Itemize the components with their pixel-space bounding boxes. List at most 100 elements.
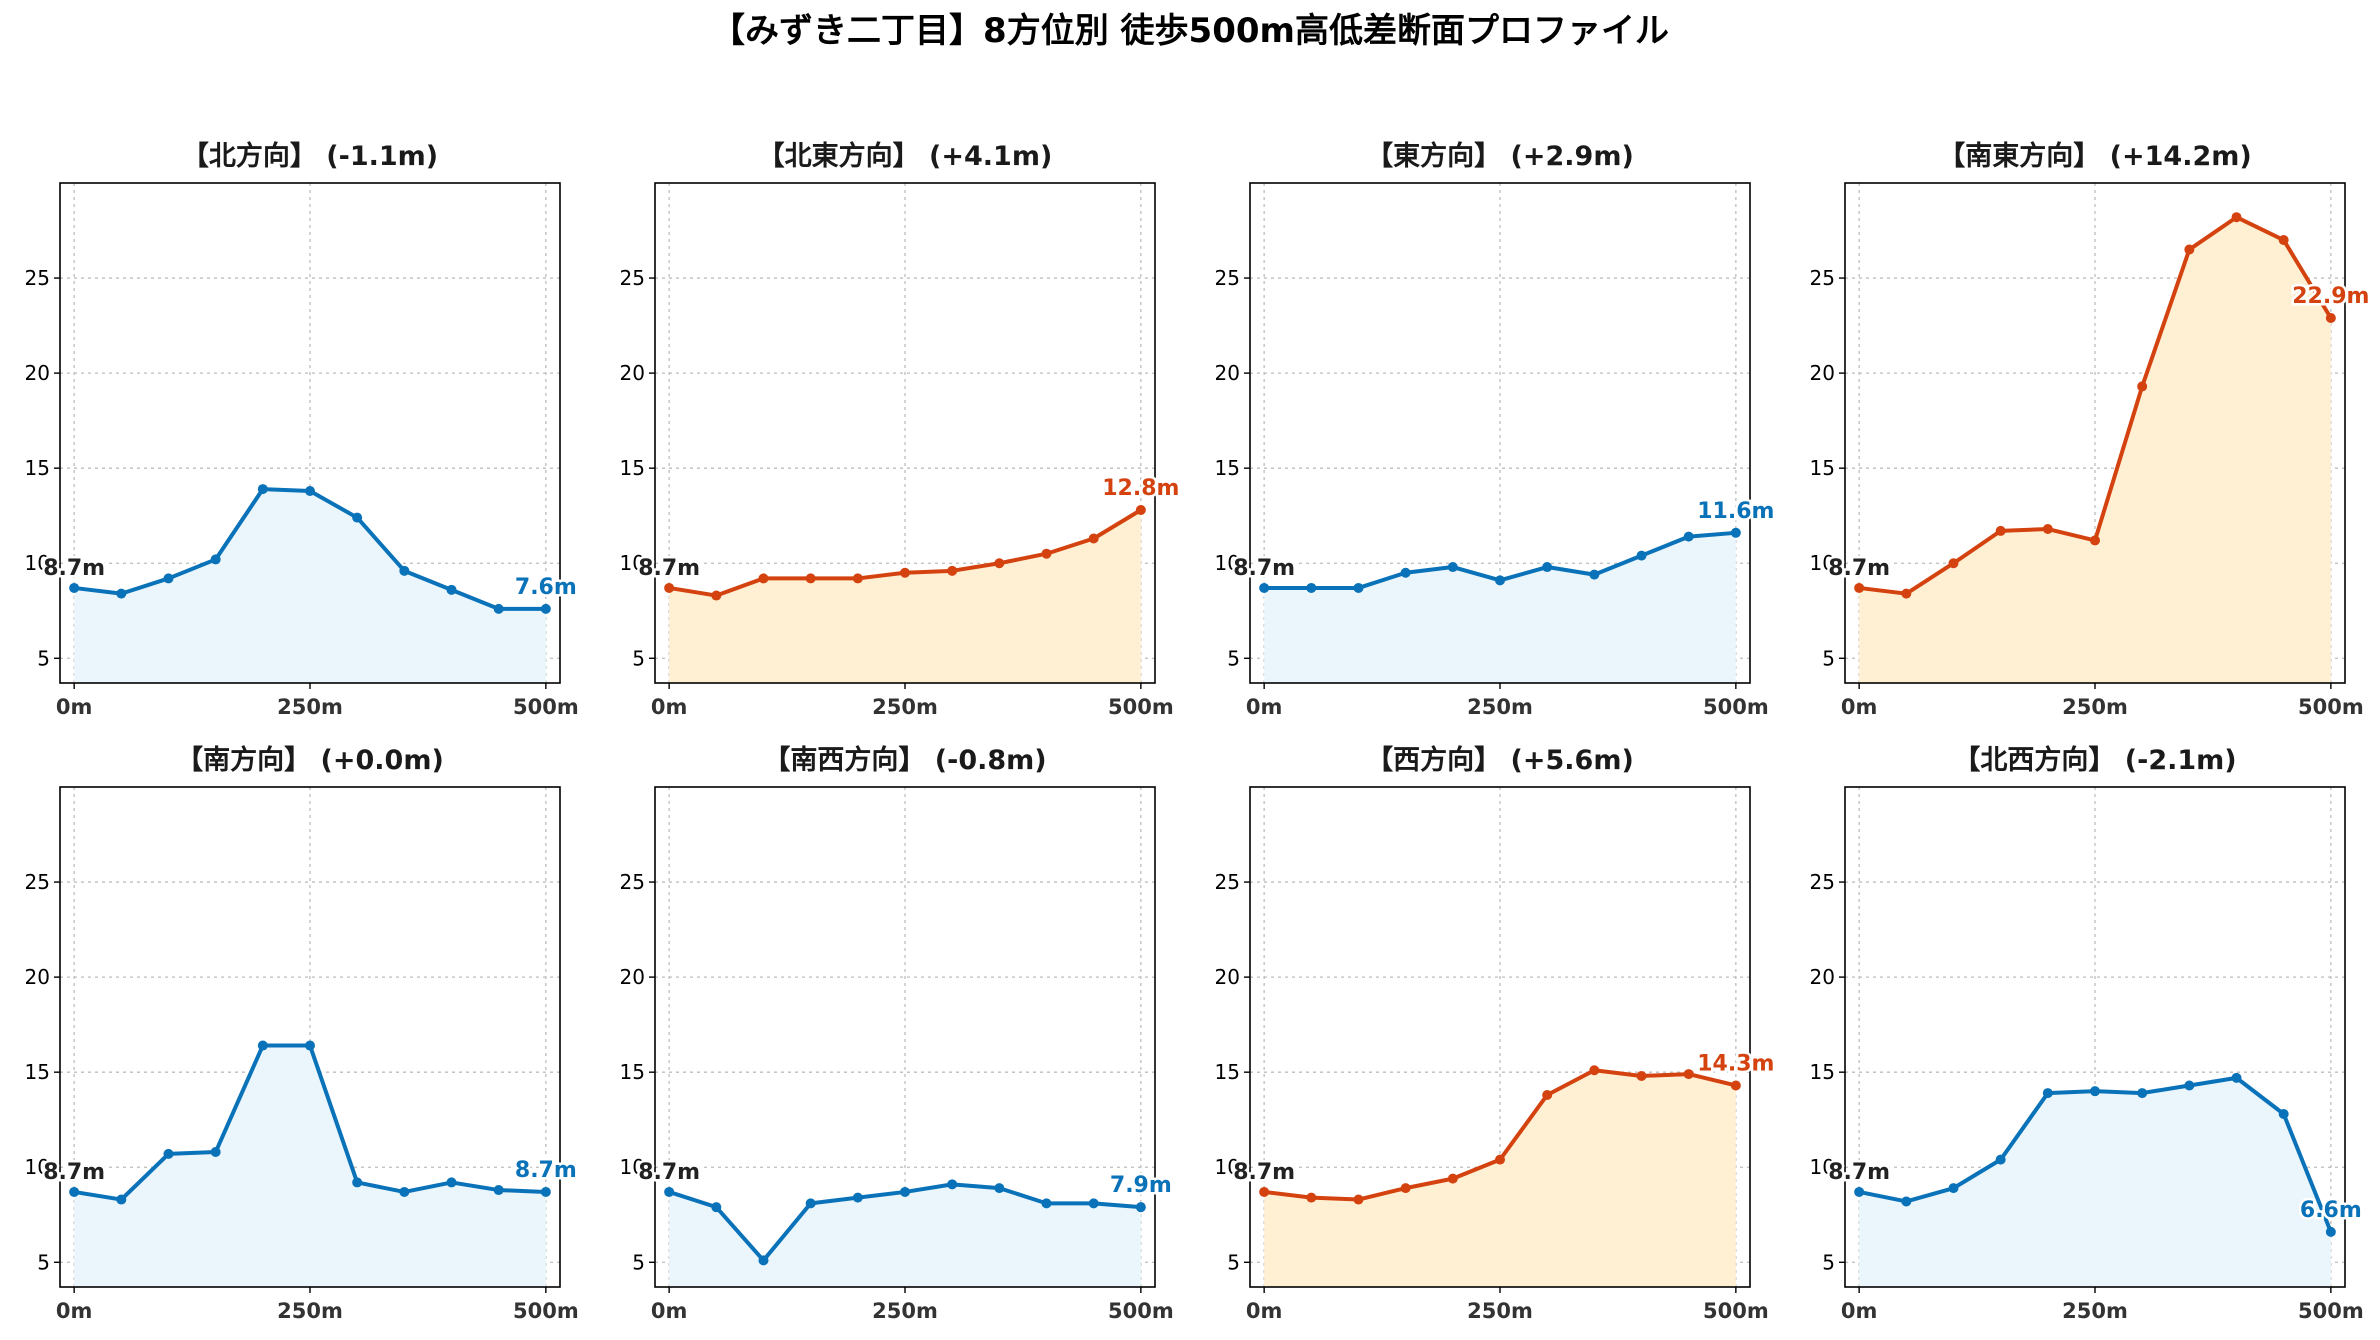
start-elevation-label: 8.7m xyxy=(1828,556,1890,581)
y-tick-label: 25 xyxy=(1215,870,1240,894)
data-point xyxy=(305,1040,315,1051)
data-point xyxy=(1730,1080,1741,1091)
data-point xyxy=(1306,1192,1317,1203)
data-point xyxy=(1542,1089,1553,1100)
data-point xyxy=(257,484,268,495)
y-tick-label: 5 xyxy=(1822,646,1835,670)
data-point xyxy=(1636,1070,1647,1081)
data-point xyxy=(399,565,410,576)
start-elevation-label: 8.7m xyxy=(638,1160,700,1185)
y-tick-label: 5 xyxy=(1227,1250,1240,1274)
panel-title: 【北東方向】 (+4.1m) xyxy=(758,140,1053,172)
y-tick-label: 20 xyxy=(1810,361,1835,385)
data-point xyxy=(711,590,722,601)
y-tick-label: 10 xyxy=(1810,551,1835,575)
x-tick-label: 250m xyxy=(2062,1299,2128,1323)
data-point xyxy=(446,584,457,595)
x-tick-label: 500m xyxy=(1703,1299,1769,1323)
data-point xyxy=(758,1255,769,1266)
area-fill xyxy=(74,489,546,683)
data-point xyxy=(1854,1186,1865,1197)
data-point xyxy=(1730,527,1741,538)
y-tick-label: 20 xyxy=(1215,965,1240,989)
data-point xyxy=(664,1186,675,1197)
end-elevation-label: 12.8m xyxy=(1102,476,1179,501)
y-tick-label: 10 xyxy=(25,551,50,575)
data-point xyxy=(1041,1198,1052,1209)
x-tick-label: 0m xyxy=(651,1299,688,1323)
y-tick-label: 20 xyxy=(1810,965,1835,989)
data-point xyxy=(69,582,80,593)
data-point xyxy=(1447,562,1458,573)
y-tick-label: 20 xyxy=(620,965,645,989)
data-point xyxy=(1306,582,1317,593)
y-tick-label: 15 xyxy=(25,456,50,480)
x-tick-label: 250m xyxy=(277,695,343,719)
y-tick-label: 10 xyxy=(620,1155,645,1179)
x-tick-label: 0m xyxy=(1246,1299,1283,1323)
x-tick-label: 250m xyxy=(2062,695,2128,719)
panel-title: 【南東方向】 (+14.2m) xyxy=(1938,140,2251,172)
start-elevation-label: 8.7m xyxy=(1233,1160,1295,1185)
y-tick-label: 5 xyxy=(37,646,50,670)
x-tick-label: 500m xyxy=(2298,1299,2364,1323)
data-point xyxy=(1589,1065,1600,1076)
data-point xyxy=(540,1186,551,1197)
data-point xyxy=(1088,533,1099,544)
x-tick-label: 500m xyxy=(513,695,579,719)
data-point xyxy=(116,1194,127,1205)
data-point xyxy=(2137,381,2148,392)
data-point xyxy=(1683,531,1694,542)
data-point xyxy=(1948,558,1959,569)
data-point xyxy=(2184,244,2195,255)
x-tick-label: 250m xyxy=(1467,1299,1533,1323)
data-point xyxy=(1901,588,1912,599)
data-point xyxy=(947,1179,958,1190)
x-tick-label: 0m xyxy=(1841,1299,1878,1323)
y-tick-label: 15 xyxy=(1215,456,1240,480)
panel-title: 【南西方向】 (-0.8m) xyxy=(763,744,1046,776)
end-elevation-label: 7.9m xyxy=(1110,1173,1172,1198)
area-fill xyxy=(1859,217,2331,684)
data-point xyxy=(2278,1108,2289,1119)
data-point xyxy=(664,582,675,593)
data-point xyxy=(352,512,363,523)
y-tick-label: 20 xyxy=(25,361,50,385)
data-point xyxy=(1135,1202,1146,1213)
data-point xyxy=(352,1177,363,1188)
y-tick-label: 10 xyxy=(25,1155,50,1179)
y-tick-label: 25 xyxy=(620,870,645,894)
data-point xyxy=(2042,524,2053,535)
area-fill xyxy=(74,1045,546,1287)
x-tick-label: 250m xyxy=(872,1299,938,1323)
start-elevation-label: 8.7m xyxy=(1233,556,1295,581)
panel-title: 【西方向】 (+5.6m) xyxy=(1366,744,1634,776)
y-tick-label: 10 xyxy=(1215,1155,1240,1179)
end-elevation-label: 8.7m xyxy=(515,1158,577,1183)
y-tick-label: 20 xyxy=(620,361,645,385)
data-point xyxy=(493,603,504,614)
data-point xyxy=(493,1185,504,1196)
data-point xyxy=(1948,1183,1959,1194)
data-point xyxy=(540,603,551,614)
data-point xyxy=(1901,1196,1912,1207)
data-point xyxy=(1041,548,1052,559)
data-point xyxy=(2278,235,2289,246)
data-point xyxy=(758,573,769,584)
start-elevation-label: 8.7m xyxy=(638,556,700,581)
data-point xyxy=(1636,550,1647,561)
data-point xyxy=(1259,582,1270,593)
y-tick-label: 25 xyxy=(1215,266,1240,290)
start-elevation-label: 8.7m xyxy=(43,1160,105,1185)
data-point xyxy=(2042,1088,2053,1099)
y-tick-label: 5 xyxy=(37,1250,50,1274)
y-tick-label: 5 xyxy=(632,1250,645,1274)
panel-title: 【北西方向】 (-2.1m) xyxy=(1953,744,2236,776)
end-elevation-label: 14.3m xyxy=(1697,1051,1774,1076)
data-point xyxy=(1447,1173,1458,1184)
y-tick-label: 5 xyxy=(632,646,645,670)
